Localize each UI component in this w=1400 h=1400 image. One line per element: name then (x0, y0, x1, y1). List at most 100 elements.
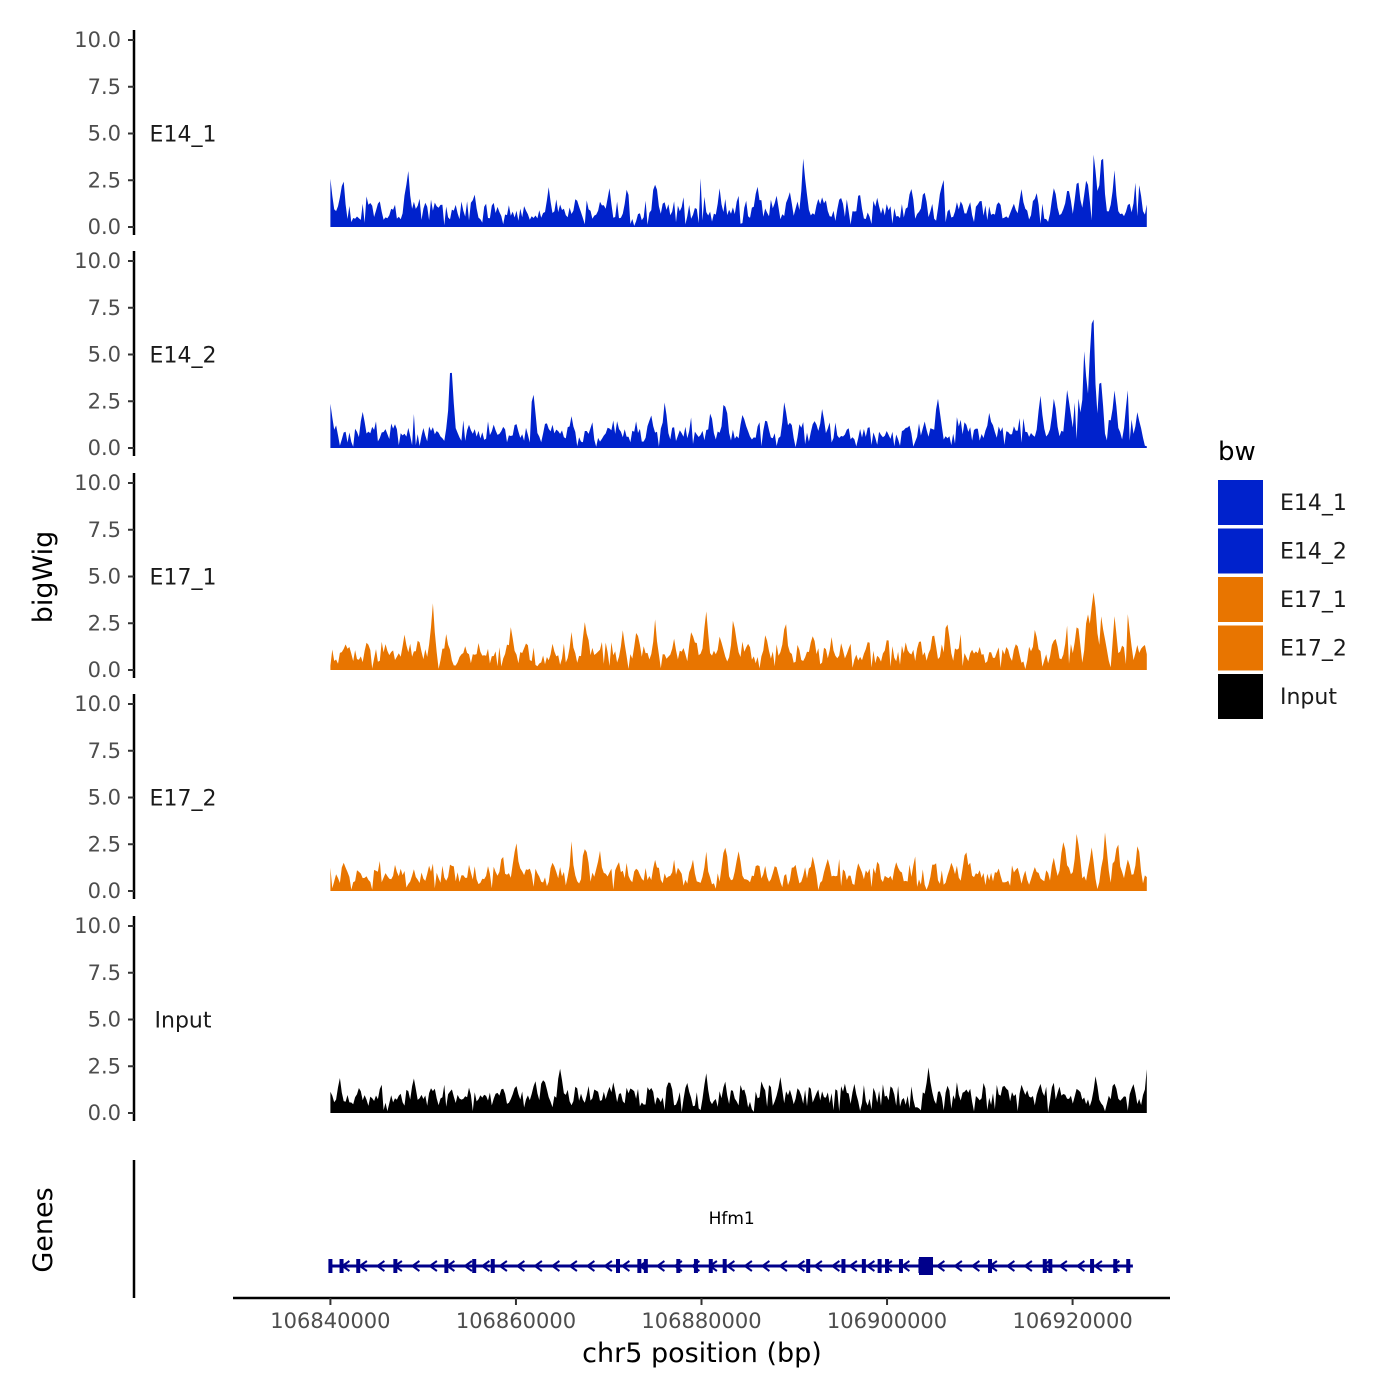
exon (885, 1259, 890, 1273)
exon (1048, 1259, 1053, 1273)
strand-arrow (585, 1260, 595, 1272)
exon (339, 1259, 344, 1273)
track-label: E17_1 (150, 566, 217, 591)
strand-arrow (1093, 1260, 1103, 1272)
strand-arrow (813, 1260, 823, 1272)
exon (877, 1259, 882, 1273)
y-tick-label: 7.5 (88, 518, 121, 542)
strand-arrow (935, 1260, 945, 1272)
genes-axis-title: Genes (28, 1187, 59, 1272)
exon (490, 1259, 495, 1273)
y-tick-label: 7.5 (88, 739, 121, 763)
exon (841, 1259, 846, 1273)
y-tick-label: 5.0 (88, 1008, 121, 1032)
strand-arrow (533, 1260, 543, 1272)
track-label: E14_2 (150, 344, 217, 369)
exon (1113, 1259, 1118, 1273)
y-tick-label: 5.0 (88, 122, 121, 146)
strand-arrow (1005, 1260, 1015, 1272)
y-tick-label: 2.5 (88, 389, 121, 413)
y-tick-label: 10.0 (74, 914, 121, 938)
strand-arrow (760, 1260, 770, 1272)
legend-item-Input: Input (1218, 674, 1337, 719)
y-tick-label: 5.0 (88, 343, 121, 367)
x-tick-label: 106900000 (827, 1309, 947, 1333)
strand-arrow (620, 1260, 630, 1272)
y-tick-label: 7.5 (88, 75, 121, 99)
y-tick-label: 7.5 (88, 961, 121, 985)
legend-item-E17_1: E17_1 (1218, 577, 1347, 622)
strand-arrow (498, 1260, 508, 1272)
legend-swatch (1218, 625, 1263, 671)
exon (676, 1259, 681, 1273)
exon (708, 1259, 713, 1273)
series-area-E17_2 (330, 832, 1147, 891)
y-tick-label: 10.0 (74, 692, 121, 716)
exon (393, 1259, 398, 1273)
exon (722, 1259, 727, 1273)
x-tick-label: 106880000 (641, 1309, 761, 1333)
legend-title: bw (1218, 437, 1256, 467)
exon (1042, 1259, 1047, 1273)
series-area-E14_1 (330, 154, 1147, 227)
strand-arrow (568, 1260, 578, 1272)
strand-arrow (795, 1260, 805, 1272)
legend-label: E14_1 (1280, 491, 1347, 516)
strand-arrow (848, 1260, 858, 1272)
strand-arrow (883, 1260, 893, 1272)
y-tick-label: 10.0 (74, 471, 121, 495)
legend-label: E17_2 (1280, 637, 1347, 662)
y-tick-label: 2.5 (88, 1054, 121, 1078)
strand-arrow (1040, 1260, 1050, 1272)
x-tick-label: 106840000 (270, 1309, 390, 1333)
strand-arrow (1058, 1260, 1068, 1272)
y-tick-label: 2.5 (88, 832, 121, 856)
track-E14_2: 0.0 2.5 5.0 7.5 10.0 E14_2 (74, 249, 1147, 460)
y-tick-label: 0.0 (88, 215, 121, 239)
y-tick-label: 0.0 (88, 436, 121, 460)
legend-swatch (1218, 577, 1263, 622)
y-tick-label: 5.0 (88, 786, 121, 810)
strand-arrow (970, 1260, 980, 1272)
x-tick-label: 106860000 (456, 1309, 576, 1333)
track-label: Input (155, 1009, 212, 1034)
strand-arrow (830, 1260, 840, 1272)
exon (472, 1259, 477, 1273)
exon (356, 1259, 361, 1273)
legend-item-E14_2: E14_2 (1218, 528, 1347, 574)
legend: bw E14_1 E14_2 E17_1 E17_2 Input (1218, 437, 1347, 719)
exon (693, 1259, 698, 1273)
exon (328, 1259, 333, 1273)
strand-arrow (865, 1260, 875, 1272)
x-axis-title: chr5 position (bp) (582, 1338, 822, 1369)
exon (637, 1259, 642, 1273)
legend-item-E17_2: E17_2 (1218, 625, 1347, 671)
strand-arrow (375, 1260, 385, 1272)
genes-panel: Hfm1 (132, 1160, 1133, 1298)
strand-arrow (953, 1260, 963, 1272)
exon (1090, 1259, 1095, 1273)
track-E17_1: 0.0 2.5 5.0 7.5 10.0 E17_1 (74, 471, 1147, 682)
y-tick-label: 0.0 (88, 879, 121, 903)
strand-arrow (463, 1260, 473, 1272)
track-E14_1: 0.0 2.5 5.0 7.5 10.0 E14_1 (74, 28, 1147, 239)
y-tick-label: 10.0 (74, 249, 121, 273)
series-area-E17_1 (330, 592, 1147, 670)
legend-swatch (1218, 528, 1263, 574)
exon (988, 1259, 993, 1273)
y-tick-label: 2.5 (88, 168, 121, 192)
strand-arrow (655, 1260, 665, 1272)
exon (919, 1257, 934, 1275)
strand-arrow (428, 1260, 438, 1272)
y-axis-title: bigWig (28, 531, 59, 624)
exon (898, 1259, 903, 1273)
legend-swatch (1218, 674, 1263, 719)
series-area-E14_2 (330, 319, 1147, 448)
y-tick-label: 0.0 (88, 1101, 121, 1125)
strand-arrow (480, 1260, 490, 1272)
exon (861, 1259, 866, 1273)
strand-arrow (410, 1260, 420, 1272)
legend-swatch (1218, 480, 1263, 525)
track-label: E17_2 (150, 787, 217, 812)
